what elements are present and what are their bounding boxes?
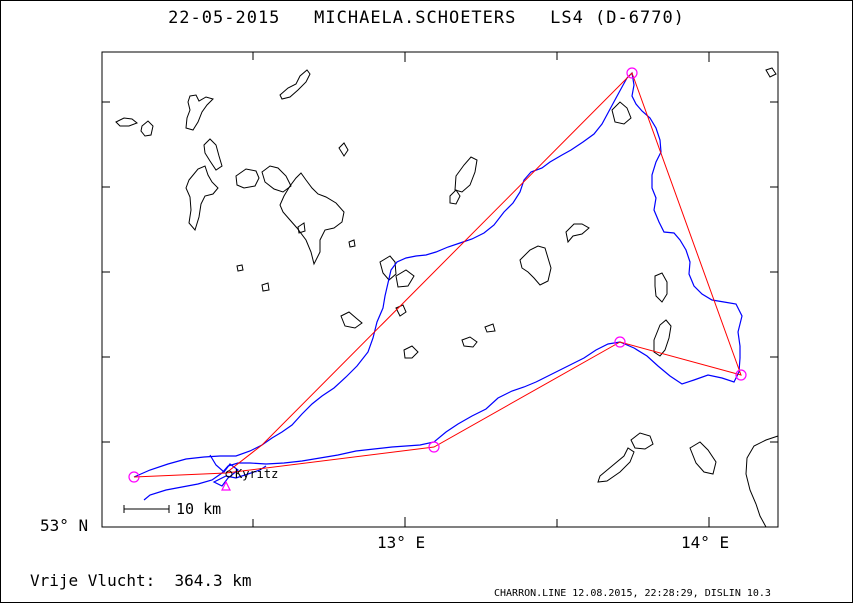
turnpoint-marker [128, 471, 140, 483]
lake [261, 165, 292, 193]
town-label: Kyritz [235, 467, 279, 481]
longitude-ticks [252, 52, 710, 527]
flight-distance-line: Vrije Vlucht: 364.3 km [30, 571, 252, 590]
flight-distance-value: 364.3 km [174, 571, 252, 590]
lake [689, 441, 717, 475]
task-legs [133, 72, 742, 478]
lake [449, 189, 461, 205]
flight-title: 22-05-2015 MICHAELA.SCHOETERS LS4 (D-677… [0, 8, 853, 28]
lake [519, 245, 552, 286]
scale-label: 10 km [176, 500, 222, 518]
lake [403, 345, 419, 359]
lake [340, 311, 363, 329]
latitude-label: 53° N [40, 516, 89, 535]
lake [261, 282, 270, 292]
lake [379, 255, 397, 281]
lake [630, 432, 654, 450]
lake [235, 168, 260, 189]
map-plot-area [101, 51, 779, 528]
latitude-ticks [102, 101, 778, 443]
lake [765, 67, 777, 78]
turnpoints [128, 67, 747, 491]
lake [185, 94, 214, 131]
lake [348, 239, 356, 248]
pilot-name: MICHAELA.SCHOETERS [314, 8, 517, 28]
program-info: CHARRON.LINE 12.08.2015, 22:28:29, DISLI… [494, 588, 771, 599]
lake [203, 138, 223, 171]
lake [484, 323, 496, 333]
lake [461, 336, 478, 348]
flight-date: 22-05-2015 [168, 8, 281, 28]
start-triangle [221, 480, 231, 491]
lake [185, 165, 219, 232]
flight-distance-label: Vrije Vlucht: [30, 571, 156, 590]
lake [395, 304, 407, 317]
town-marker [225, 470, 233, 478]
longitude-label-13: 13° E [377, 533, 426, 552]
flight-track [133, 71, 743, 501]
lake [653, 319, 672, 357]
lake [597, 447, 635, 483]
lake [654, 272, 668, 303]
lake [454, 156, 478, 193]
turnpoint-marker [428, 441, 440, 453]
glider-id: LS4 (D-6770) [550, 8, 685, 28]
scale-bar [123, 505, 170, 513]
lake [279, 172, 345, 266]
lake [236, 264, 244, 272]
lake [395, 269, 415, 288]
lake [140, 120, 154, 137]
turnpoint-marker [614, 336, 626, 348]
lake [611, 101, 632, 125]
lake [338, 142, 349, 157]
shoreline [745, 435, 779, 528]
lake [279, 69, 311, 100]
turnpoint-marker [735, 369, 747, 381]
lake [115, 117, 138, 127]
turnpoint-marker [626, 67, 638, 79]
lake-outlines [115, 67, 779, 528]
longitude-label-14: 14° E [681, 533, 730, 552]
lake [565, 223, 590, 244]
lake [297, 222, 306, 234]
